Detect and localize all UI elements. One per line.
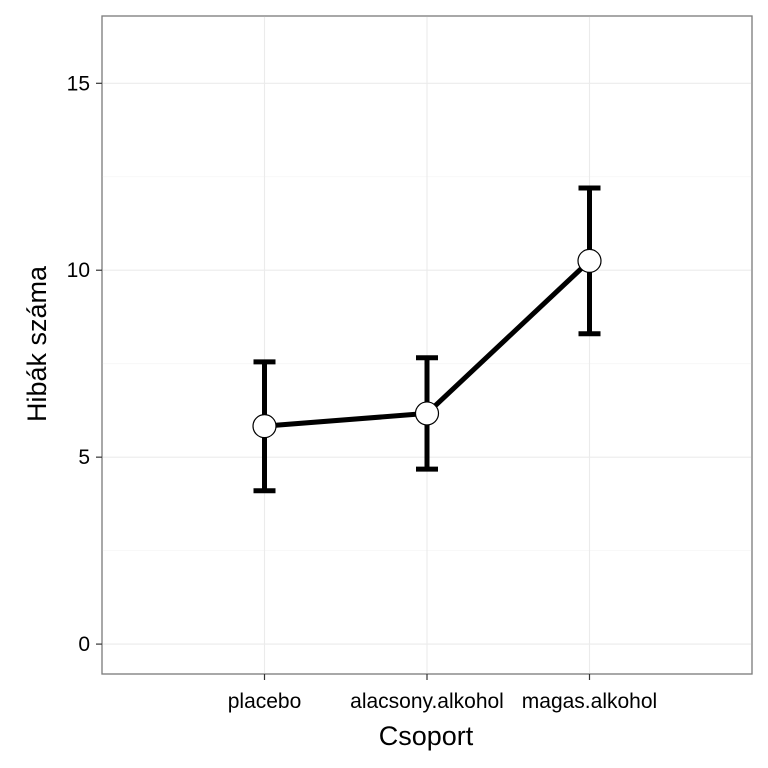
y-axis-title: Hibák száma xyxy=(22,265,52,422)
data-series xyxy=(252,185,602,494)
x-tick-label: placebo xyxy=(228,690,302,713)
y-tick-label: 15 xyxy=(67,72,90,95)
plot-panel xyxy=(101,15,753,675)
data-point xyxy=(252,414,277,439)
y-axis: 0 5 10 15 xyxy=(67,72,102,656)
data-point xyxy=(577,248,602,273)
y-tick-label: 0 xyxy=(78,633,90,656)
x-tick-label: alacsony.alkohol xyxy=(350,690,504,713)
y-tick-label: 5 xyxy=(78,446,90,469)
y-tick-label: 10 xyxy=(67,259,90,282)
x-axis-title: Csoport xyxy=(379,721,474,751)
x-axis: placebo alacsony.alkohol magas.alkohol xyxy=(228,674,657,713)
data-point xyxy=(414,401,440,426)
x-tick-label: magas.alkohol xyxy=(522,690,657,713)
